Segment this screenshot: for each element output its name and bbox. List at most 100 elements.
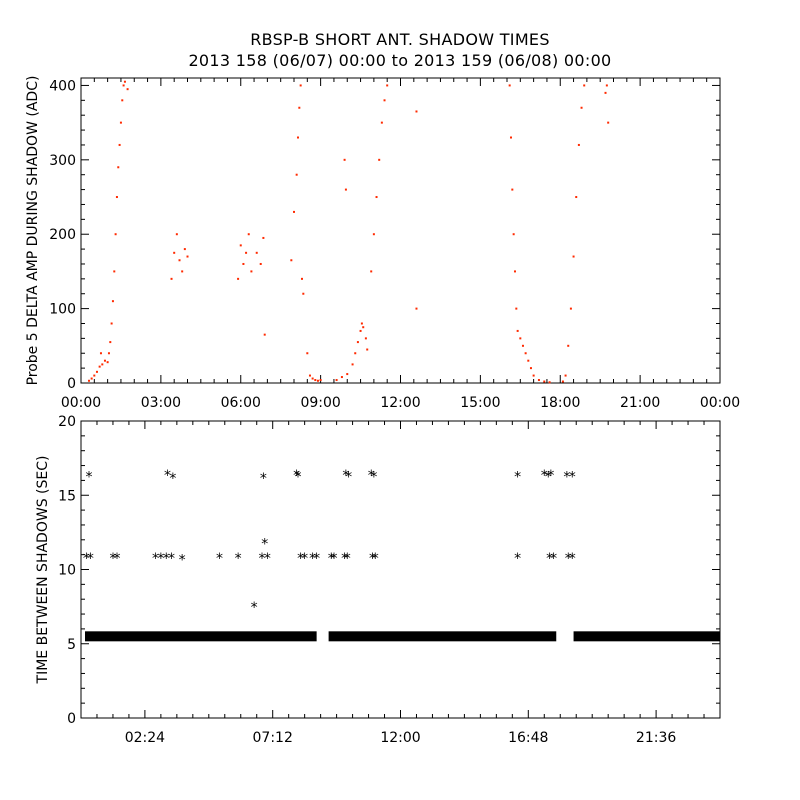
data-point	[98, 365, 101, 368]
data-point	[511, 188, 514, 191]
data-point: *	[216, 551, 223, 567]
data-point: *	[547, 468, 554, 484]
data-point	[561, 380, 564, 383]
y-tick-label: 10	[58, 563, 76, 579]
chart-subtitle: 2013 158 (06/07) 00:00 to 2013 159 (06/0…	[188, 51, 612, 70]
data-point	[515, 307, 518, 310]
data-point: *	[550, 551, 557, 567]
data-point: *	[369, 551, 376, 567]
data-point	[178, 259, 181, 262]
x-tick-label: 12:00	[380, 395, 420, 411]
y-tick-label: 400	[49, 78, 76, 94]
y-tick-label: 0	[67, 711, 76, 727]
data-point	[239, 244, 242, 247]
plot-frame-1	[80, 420, 721, 719]
data-point	[569, 307, 572, 310]
data-point	[359, 329, 362, 332]
y-axis-label: TIME BETWEEN SHADOWS (SEC)	[35, 456, 51, 685]
data-point: *	[309, 551, 316, 567]
data-point: *	[235, 551, 242, 567]
data-point: *	[259, 551, 266, 567]
data-point: *	[514, 469, 521, 485]
data-point	[300, 277, 303, 280]
data-point	[354, 352, 357, 355]
data-point	[173, 251, 176, 254]
chart-title: RBSP-B SHORT ANT. SHADOW TIMES	[250, 30, 550, 49]
y-tick-label: 20	[58, 414, 76, 430]
y-axis-label: Probe 5 DELTA AMP DURING SHADOW (ADC)	[25, 76, 41, 386]
x-tick-label: 18:00	[540, 395, 580, 411]
data-point: *	[85, 469, 92, 485]
data-point	[308, 374, 311, 377]
data-point	[343, 158, 346, 161]
data-point: *	[169, 471, 176, 487]
data-point	[529, 367, 532, 370]
data-point	[237, 277, 240, 280]
data-point	[242, 262, 245, 265]
data-point	[93, 374, 96, 377]
data-point	[299, 84, 302, 87]
data-point: *	[179, 553, 186, 569]
data-point	[351, 363, 354, 366]
x-tick-label: 12:00	[380, 730, 420, 746]
data-point	[383, 99, 386, 102]
data-point: *	[563, 469, 570, 485]
data-point	[123, 80, 126, 83]
data-point: *	[164, 468, 171, 484]
data-point: *	[569, 551, 576, 567]
data-point	[575, 196, 578, 199]
data-point	[121, 99, 124, 102]
data-point: *	[294, 469, 301, 485]
data-point	[114, 233, 117, 236]
data-point	[319, 379, 322, 382]
data-point	[372, 233, 375, 236]
x-tick-label: 02:24	[125, 730, 165, 746]
data-point	[360, 322, 363, 325]
data-point: *	[264, 551, 271, 567]
y-tick-label: 300	[49, 153, 76, 169]
data-point	[255, 251, 258, 254]
y-tick-label: 15	[58, 488, 76, 504]
data-point	[572, 255, 575, 258]
data-point: *	[514, 551, 521, 567]
data-point	[344, 188, 347, 191]
data-point	[386, 84, 389, 87]
data-point	[583, 84, 586, 87]
data-point	[247, 233, 250, 236]
shadow-interval-panel: 02:24 07:12 12:00 16:48 21:36 0 5 10 15 20 TIME BE…	[35, 414, 721, 746]
data-point	[295, 173, 298, 176]
data-point: *	[157, 551, 164, 567]
x-tick-label: 06:00	[221, 395, 261, 411]
data-point	[521, 344, 524, 347]
data-point: *	[368, 468, 375, 484]
data-point	[298, 106, 301, 109]
y-tick-label: 200	[49, 227, 76, 243]
data-point	[170, 277, 173, 280]
data-point	[101, 363, 104, 366]
data-point	[509, 136, 512, 139]
data-point	[175, 233, 178, 236]
data-point	[577, 143, 580, 146]
baseline-band	[573, 631, 720, 642]
data-point: *	[163, 551, 170, 567]
data-point: *	[341, 551, 348, 567]
data-point	[90, 377, 93, 380]
data-point	[543, 380, 546, 383]
data-point: *	[545, 469, 552, 485]
data-point	[290, 259, 293, 262]
data-point: *	[370, 469, 377, 485]
data-point	[519, 337, 522, 340]
data-point	[362, 326, 365, 329]
data-point: *	[541, 468, 548, 484]
data-point	[110, 322, 113, 325]
data-point: *	[87, 551, 94, 567]
data-point	[107, 352, 110, 355]
data-point	[415, 307, 418, 310]
data-point	[512, 233, 515, 236]
data-point	[245, 251, 248, 254]
data-point	[314, 379, 317, 382]
data-point: *	[342, 468, 349, 484]
data-point	[527, 359, 530, 362]
y-tick-label: 100	[49, 302, 76, 318]
data-point: *	[251, 600, 258, 616]
